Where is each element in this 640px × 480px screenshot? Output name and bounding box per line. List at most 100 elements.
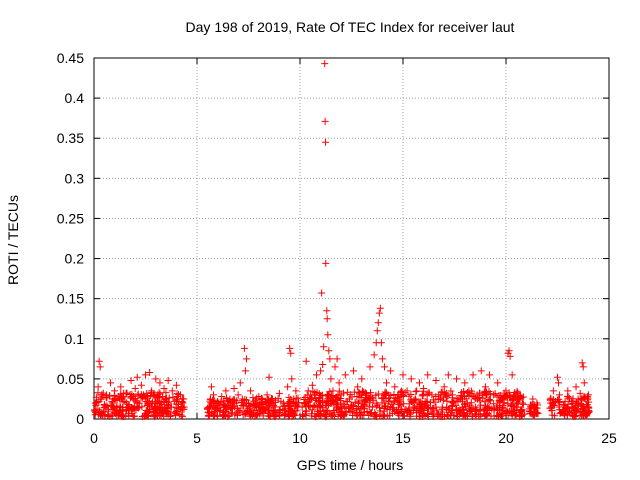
data-point bbox=[152, 375, 160, 383]
data-point bbox=[206, 395, 214, 403]
data-point bbox=[516, 407, 524, 415]
data-point bbox=[576, 389, 584, 397]
data-point bbox=[453, 375, 461, 383]
data-point bbox=[321, 117, 329, 125]
data-point bbox=[549, 387, 557, 395]
data-point bbox=[294, 403, 302, 411]
data-point bbox=[312, 413, 320, 421]
data-point bbox=[213, 412, 221, 420]
data-point bbox=[324, 331, 332, 339]
data-point bbox=[380, 363, 388, 371]
data-point bbox=[323, 315, 331, 323]
data-point bbox=[486, 371, 494, 379]
data-point bbox=[381, 388, 389, 396]
data-point bbox=[100, 401, 108, 409]
data-point bbox=[291, 402, 299, 410]
data-point bbox=[222, 387, 230, 395]
data-point bbox=[174, 401, 182, 409]
data-point bbox=[349, 412, 357, 420]
data-point bbox=[438, 408, 446, 416]
data-point bbox=[436, 395, 444, 403]
data-point bbox=[437, 391, 445, 399]
data-point bbox=[428, 391, 436, 399]
data-point bbox=[113, 403, 121, 411]
data-point bbox=[256, 410, 264, 418]
data-point bbox=[205, 403, 213, 411]
data-point bbox=[546, 404, 554, 412]
data-point bbox=[563, 405, 571, 413]
data-point bbox=[446, 411, 454, 419]
data-point bbox=[324, 390, 332, 398]
data-point bbox=[326, 355, 334, 363]
data-point bbox=[315, 397, 323, 405]
data-point bbox=[144, 399, 152, 407]
data-point bbox=[265, 412, 273, 420]
data-point bbox=[506, 352, 514, 360]
data-point bbox=[154, 393, 162, 401]
data-point bbox=[344, 388, 352, 396]
data-point bbox=[418, 392, 426, 400]
data-point bbox=[177, 391, 185, 399]
data-point bbox=[104, 412, 112, 420]
data-point bbox=[115, 393, 123, 401]
data-point bbox=[289, 412, 297, 420]
data-point bbox=[96, 409, 104, 417]
data-point bbox=[479, 394, 487, 402]
data-point bbox=[92, 407, 100, 415]
data-point bbox=[322, 259, 330, 267]
data-point bbox=[139, 391, 147, 399]
y-tick-label: 0.4 bbox=[65, 90, 85, 106]
data-point bbox=[564, 387, 572, 395]
data-point bbox=[226, 395, 234, 403]
data-point bbox=[263, 391, 271, 399]
plot-frame bbox=[93, 57, 610, 420]
data-point bbox=[271, 409, 279, 417]
data-point bbox=[383, 379, 391, 387]
data-point bbox=[262, 399, 270, 407]
data-point bbox=[572, 407, 580, 415]
data-point bbox=[483, 411, 491, 419]
data-point bbox=[293, 407, 301, 415]
data-point bbox=[481, 383, 489, 391]
data-point bbox=[292, 387, 300, 395]
data-point bbox=[443, 397, 451, 405]
data-point bbox=[574, 395, 582, 403]
data-point bbox=[212, 405, 220, 413]
data-point bbox=[578, 359, 586, 367]
data-point bbox=[335, 406, 343, 414]
data-point bbox=[446, 405, 454, 413]
data-point bbox=[424, 413, 432, 421]
data-point bbox=[557, 409, 565, 417]
data-point bbox=[448, 398, 456, 406]
data-point bbox=[242, 355, 250, 363]
data-point bbox=[393, 406, 401, 414]
data-point bbox=[218, 393, 226, 401]
y-tick-label: 0 bbox=[76, 411, 84, 427]
data-point bbox=[571, 401, 579, 409]
data-point bbox=[362, 391, 370, 399]
data-point bbox=[166, 412, 174, 420]
data-point bbox=[469, 371, 477, 379]
y-axis-title: ROTI / TECUs bbox=[5, 195, 21, 285]
data-point bbox=[578, 408, 586, 416]
data-point bbox=[150, 412, 158, 420]
data-point bbox=[419, 390, 427, 398]
data-point bbox=[279, 402, 287, 410]
data-point bbox=[510, 391, 518, 399]
data-point bbox=[158, 401, 166, 409]
data-point bbox=[215, 399, 223, 407]
data-point bbox=[331, 363, 339, 371]
data-point bbox=[434, 395, 442, 403]
data-point bbox=[472, 412, 480, 420]
data-point bbox=[332, 393, 340, 401]
data-point bbox=[338, 412, 346, 420]
data-point bbox=[142, 371, 149, 379]
data-point bbox=[527, 403, 535, 411]
data-point bbox=[104, 405, 112, 413]
data-point bbox=[144, 410, 152, 418]
data-point bbox=[395, 391, 403, 399]
data-point bbox=[508, 371, 516, 379]
data-point bbox=[403, 409, 411, 417]
data-point bbox=[499, 403, 507, 411]
data-point bbox=[439, 396, 447, 404]
